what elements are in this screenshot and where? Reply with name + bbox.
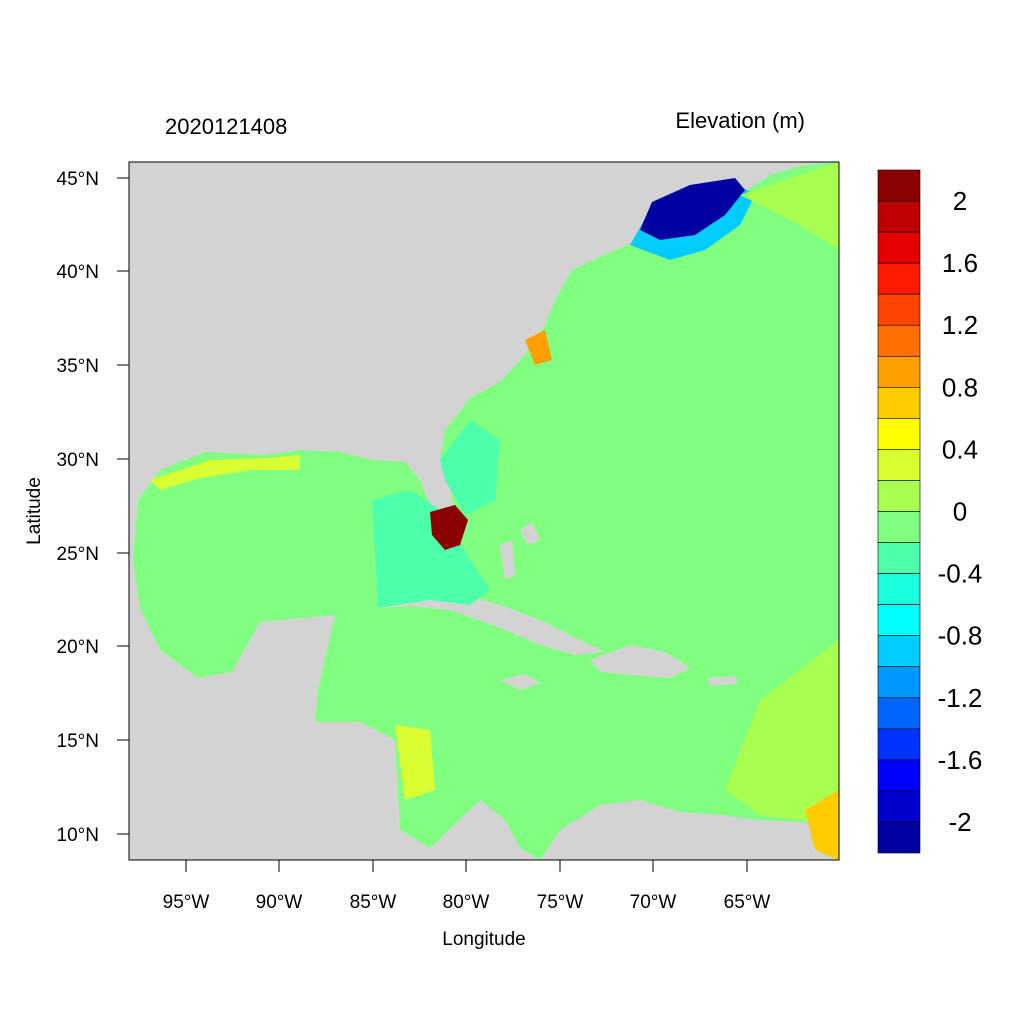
colorbar-label: 1.6 — [942, 248, 978, 278]
colorbar-label: 2 — [953, 186, 967, 216]
bahamas-land — [500, 522, 540, 580]
southeast-shelf-low — [440, 420, 500, 515]
colorbar-swatch — [877, 604, 921, 636]
map-frame — [128, 161, 840, 861]
colorbar-swatch — [877, 169, 921, 202]
x-tick-label: 80°W — [443, 892, 490, 913]
y-axis — [117, 177, 129, 835]
east-atlantic-high — [740, 162, 839, 250]
colorbar-swatch — [877, 324, 921, 357]
colorbar: 2 1.6 1.2 0.8 0.4 0 -0.4 -0.8 -1.2 -1.6 -2 — [877, 169, 983, 854]
x-tick-label: 65°W — [724, 892, 771, 913]
colorbar-label: 0.8 — [942, 372, 978, 402]
colorbar-swatch — [877, 790, 921, 823]
colorbar-swatch — [877, 387, 921, 419]
colorbar-swatch — [877, 573, 921, 605]
variable-title: Elevation (m) — [675, 108, 805, 133]
y-axis-title: Latitude — [24, 477, 45, 545]
colorbar-swatch — [877, 480, 921, 512]
carolina-coast-high — [525, 330, 552, 365]
colorbar-swatch — [877, 635, 921, 668]
x-axis — [185, 860, 748, 872]
ocean-water — [133, 162, 839, 860]
x-axis-title: Longitude — [442, 929, 525, 950]
south-america-land — [540, 800, 839, 860]
y-tick-label: 25°N — [57, 544, 99, 565]
colorbar-label: 0.4 — [942, 434, 978, 464]
x-tick-label: 70°W — [630, 892, 677, 913]
gulf-coast-high — [150, 455, 300, 490]
cuba-land — [378, 590, 605, 655]
x-tick-label: 90°W — [256, 892, 303, 913]
colorbar-swatch — [877, 293, 921, 326]
y-tick-label: 15°N — [57, 731, 99, 752]
y-tick-label: 45°N — [57, 169, 99, 190]
y-tick-label: 40°N — [57, 262, 99, 283]
florida-straits-low — [372, 490, 490, 608]
y-tick-label: 20°N — [57, 637, 99, 658]
colorbar-label: 1.2 — [942, 310, 978, 340]
colorbar-swatch — [877, 697, 921, 730]
x-tick-label: 75°W — [537, 892, 584, 913]
y-tick-label: 10°N — [57, 825, 99, 846]
x-tick-label: 85°W — [350, 892, 397, 913]
colorbar-swatch — [877, 759, 921, 792]
jamaica-land — [500, 674, 540, 690]
colorbar-swatch — [877, 262, 921, 295]
colorbar-swatch — [877, 728, 921, 761]
colorbar-swatch — [877, 821, 921, 854]
colorbar-label: -1.2 — [938, 683, 983, 713]
timestamp-title: 2020121408 — [165, 114, 287, 139]
colorbar-swatch — [877, 666, 921, 699]
hispaniola-land — [590, 645, 690, 678]
lesser-antilles-high — [725, 640, 839, 825]
colorbar-label: -0.4 — [938, 559, 983, 589]
y-tick-label: 35°N — [57, 356, 99, 377]
colorbar-label: -1.6 — [938, 745, 983, 775]
colorbar-label: -2 — [948, 807, 971, 837]
gulf-of-maine-core — [640, 178, 745, 240]
colorbar-swatch — [877, 231, 921, 264]
colorbar-swatch — [877, 511, 921, 543]
south-florida-surge — [430, 505, 468, 550]
venezuela-coast-high — [805, 790, 839, 860]
honduras-coast-high — [395, 725, 435, 800]
colorbar-swatch — [877, 418, 921, 450]
y-tick-label: 30°N — [57, 450, 99, 471]
colorbar-label: -0.8 — [938, 621, 983, 651]
colorbar-swatch — [877, 449, 921, 481]
colorbar-swatch — [877, 542, 921, 574]
map-panel — [128, 161, 840, 861]
colorbar-swatch — [877, 355, 921, 388]
x-tick-label: 95°W — [163, 892, 210, 913]
colorbar-label: 0 — [953, 497, 967, 527]
puerto-rico-land — [707, 676, 738, 686]
colorbar-swatch — [877, 200, 921, 233]
